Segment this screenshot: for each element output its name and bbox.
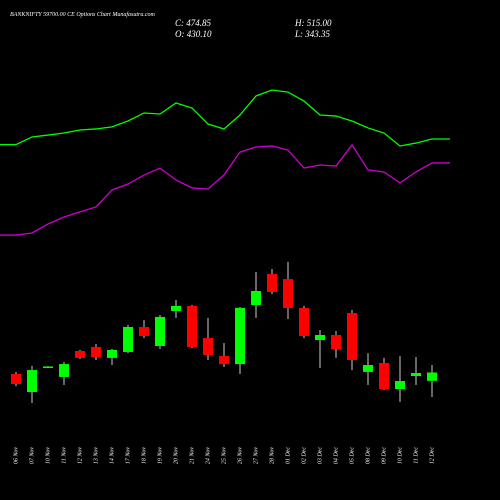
candle-body bbox=[11, 373, 21, 385]
x-tick-label: 21 Nov bbox=[189, 447, 195, 465]
candle-body bbox=[235, 307, 245, 365]
candle-body bbox=[427, 372, 437, 381]
x-tick-label: 01 Dec bbox=[285, 447, 291, 464]
x-tick-label: 20 Nov bbox=[173, 447, 179, 465]
x-tick-label: 11 Dec bbox=[413, 447, 419, 464]
candle-body bbox=[91, 346, 101, 357]
candle-body bbox=[107, 349, 117, 358]
candle-body bbox=[139, 326, 149, 336]
candle-body bbox=[315, 335, 325, 341]
close-label: C: 474.85 bbox=[175, 18, 212, 28]
candle-body bbox=[251, 291, 261, 305]
x-tick-label: 19 Nov bbox=[157, 447, 163, 465]
x-tick-label: 28 Nov bbox=[269, 447, 275, 465]
high-label: H: 515.00 bbox=[294, 18, 332, 28]
x-tick-label: 14 Nov bbox=[108, 447, 115, 465]
candle-body bbox=[411, 373, 421, 377]
x-tick-label: 24 Nov bbox=[204, 447, 211, 465]
candle-body bbox=[27, 370, 37, 393]
candle-body bbox=[123, 326, 133, 352]
x-tick-label: 08 Dec bbox=[365, 447, 371, 464]
x-tick-label: 12 Nov bbox=[77, 447, 83, 465]
candle-body bbox=[155, 316, 165, 346]
candle-body bbox=[395, 381, 405, 390]
candle-body bbox=[75, 351, 85, 358]
candle-body bbox=[171, 305, 181, 311]
x-tick-label: 10 Nov bbox=[45, 447, 51, 465]
candle-body bbox=[283, 279, 293, 308]
x-tick-label: 09 Dec bbox=[381, 447, 387, 464]
candle-body bbox=[347, 313, 357, 360]
low-label: L: 343.35 bbox=[294, 29, 331, 39]
x-tick-label: 02 Dec bbox=[301, 447, 307, 464]
candle-body bbox=[187, 305, 197, 347]
x-tick-label: 05 Dec bbox=[349, 447, 355, 464]
x-tick-label: 25 Nov bbox=[221, 447, 227, 465]
open-label: O: 430.10 bbox=[175, 29, 212, 39]
candle-body bbox=[299, 307, 309, 336]
x-tick-label: 07 Nov bbox=[29, 447, 35, 465]
candle-body bbox=[219, 356, 229, 365]
x-tick-label: 17 Nov bbox=[125, 447, 131, 465]
x-tick-label: 11 Nov bbox=[61, 447, 67, 464]
candle-body bbox=[267, 274, 277, 292]
candle-body bbox=[43, 366, 53, 369]
x-tick-label: 06 Nov bbox=[13, 447, 19, 465]
candle-body bbox=[379, 362, 389, 390]
candle-body bbox=[363, 365, 373, 372]
candle-body bbox=[331, 335, 341, 349]
x-tick-label: 04 Dec bbox=[332, 447, 339, 464]
indicator-line bbox=[0, 143, 450, 236]
x-tick-label: 12 Dec bbox=[429, 447, 435, 464]
candle-body bbox=[203, 337, 213, 355]
indicator-line bbox=[0, 89, 450, 147]
x-tick-label: 18 Nov bbox=[141, 447, 147, 465]
candle-body bbox=[59, 364, 69, 377]
x-tick-label: 13 Nov bbox=[93, 447, 99, 465]
x-tick-label: 03 Dec bbox=[317, 447, 323, 464]
x-tick-label: 10 Dec bbox=[397, 447, 403, 464]
x-tick-label: 26 Nov bbox=[237, 447, 243, 465]
chart-title: BANKNIFTY 59700.00 CE Options Chart Muna… bbox=[10, 11, 156, 18]
x-tick-label: 27 Nov bbox=[253, 447, 259, 465]
